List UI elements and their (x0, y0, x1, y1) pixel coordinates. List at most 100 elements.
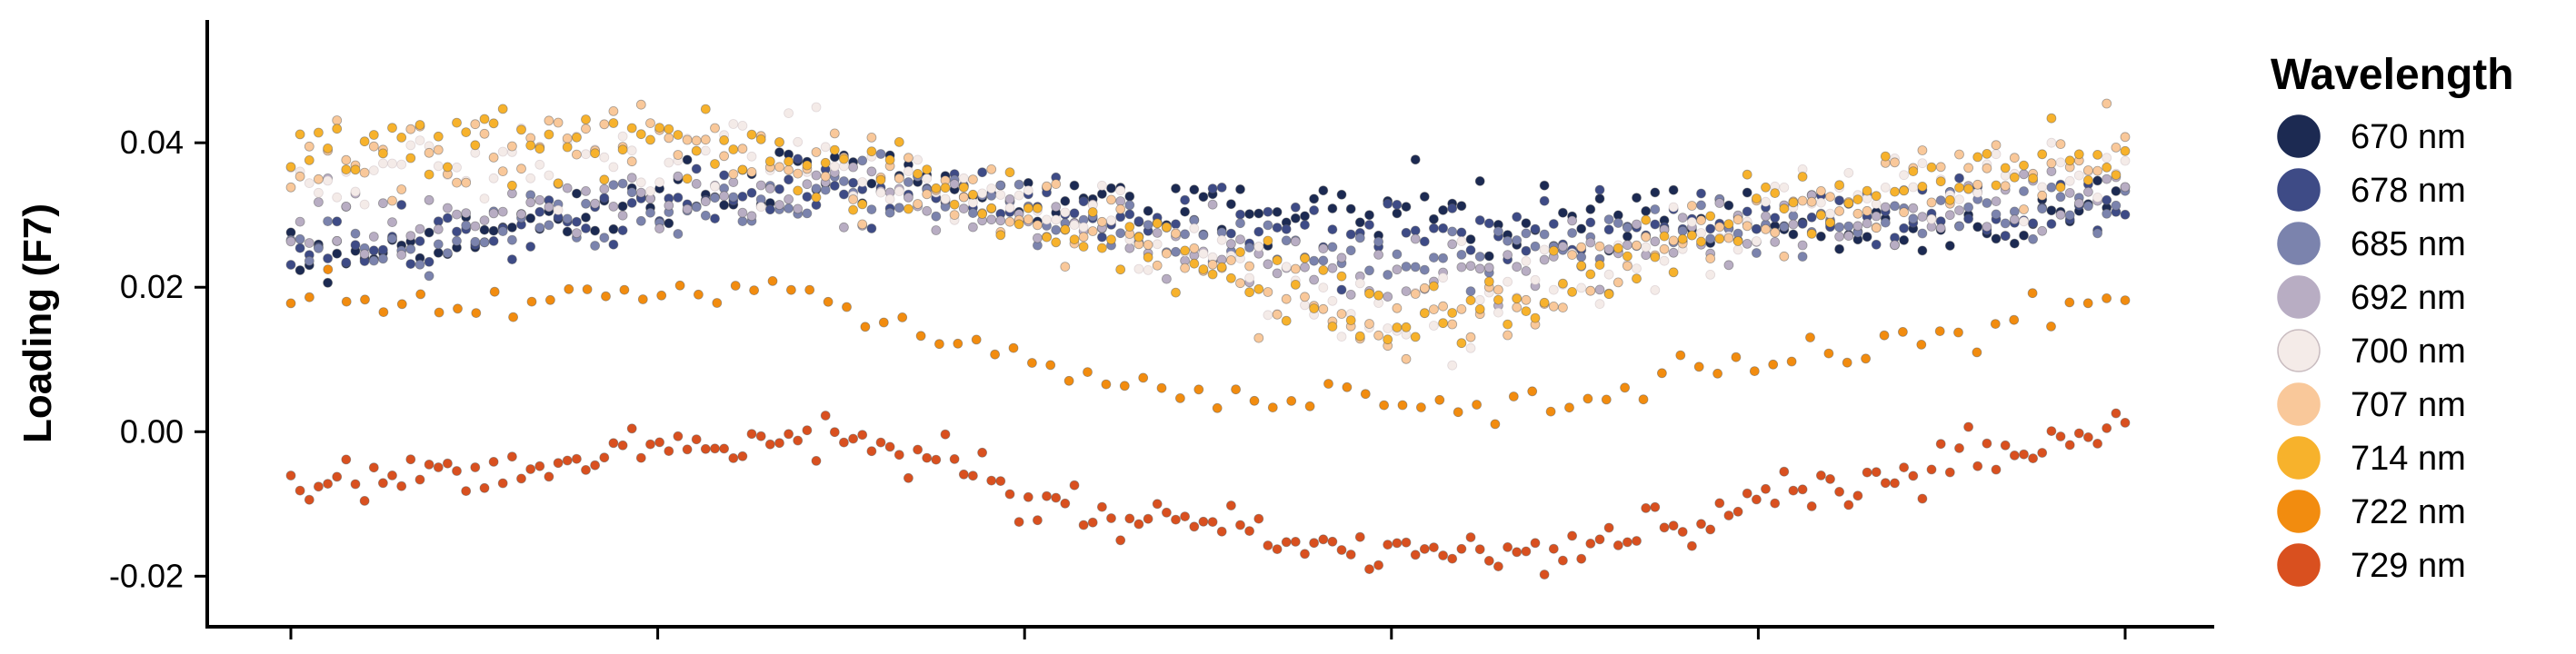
data-point (2120, 417, 2131, 428)
data-point (1548, 219, 1559, 229)
data-point (1539, 244, 1550, 255)
data-point (1880, 478, 1891, 489)
data-point (2009, 153, 2020, 164)
data-point (1290, 236, 1301, 247)
data-point (479, 193, 490, 204)
data-point (626, 423, 637, 434)
data-point (1558, 555, 1568, 566)
data-point (1539, 180, 1550, 191)
data-point (313, 481, 324, 492)
data-point (2037, 225, 2048, 236)
data-point (1226, 272, 1236, 283)
data-point (1594, 193, 1605, 204)
data-point (1687, 540, 1697, 551)
data-point (1779, 466, 1790, 477)
data-point (1216, 182, 1227, 193)
data-point (637, 294, 648, 304)
data-point (350, 228, 361, 239)
data-point (1253, 242, 1264, 253)
data-point (1917, 245, 1928, 256)
data-point (479, 237, 490, 248)
data-point (562, 213, 573, 224)
data-point (700, 210, 711, 221)
data-point (1521, 306, 1532, 317)
y-tick-label: 0.02 (120, 268, 184, 305)
data-point (1290, 279, 1301, 290)
data-point (442, 213, 453, 223)
data-point (608, 438, 619, 449)
data-point (1124, 209, 1135, 220)
data-point (1212, 402, 1223, 413)
data-point (866, 204, 877, 215)
data-point (1908, 166, 1919, 177)
data-point (488, 173, 499, 183)
data-point (2028, 233, 2039, 244)
data-point (1060, 262, 1071, 272)
data-point (507, 180, 517, 191)
data-point (719, 134, 729, 145)
data-point (582, 284, 593, 294)
data-point (470, 140, 481, 151)
series-707-nm (285, 98, 2131, 364)
data-point (884, 207, 895, 218)
data-point (1632, 263, 1642, 274)
data-point (1263, 259, 1273, 270)
data-point (424, 256, 434, 267)
data-point (1023, 491, 1033, 502)
data-point (1207, 183, 1218, 194)
data-point (2046, 166, 2057, 177)
data-point (479, 114, 490, 124)
data-point (1668, 235, 1679, 246)
data-point (1641, 232, 1652, 243)
legend-label: 707 nm (2351, 386, 2466, 424)
data-point (673, 150, 684, 160)
data-point (285, 162, 296, 173)
data-point (1972, 222, 1983, 233)
data-point (1917, 212, 1928, 223)
data-point (1235, 234, 1245, 245)
data-point (1603, 522, 1614, 533)
legend-label: 692 nm (2351, 279, 2466, 317)
data-point (774, 200, 784, 210)
data-point (2055, 182, 2066, 193)
data-point (1816, 185, 1826, 196)
data-point (323, 143, 334, 154)
data-point (673, 171, 684, 182)
data-point (839, 437, 849, 448)
data-point (645, 186, 655, 196)
data-point (396, 200, 407, 210)
data-point (1069, 180, 1080, 191)
data-point (1503, 542, 1513, 552)
data-point (1318, 255, 1329, 266)
data-point (1447, 308, 1458, 318)
data-point (811, 183, 822, 194)
data-point (1383, 540, 1393, 550)
data-point (562, 142, 573, 153)
data-point (2046, 113, 2057, 124)
data-point (1696, 228, 1706, 238)
data-point (995, 180, 1006, 191)
data-point (1235, 278, 1245, 289)
data-point (2019, 204, 2029, 214)
data-point (1880, 182, 1891, 193)
data-point (2111, 200, 2122, 211)
data-point (1087, 207, 1098, 217)
data-point (1805, 332, 1815, 342)
data-point (2019, 160, 2029, 171)
legend-item: 729 nm (2277, 543, 2466, 587)
data-point (626, 145, 637, 156)
data-point (940, 429, 951, 440)
data-point (860, 322, 871, 332)
data-point (1124, 243, 1135, 253)
data-point (2092, 165, 2103, 176)
data-point (452, 235, 462, 246)
data-point (1318, 185, 1329, 196)
data-point (387, 217, 397, 228)
data-point (1013, 179, 1024, 190)
data-point (904, 153, 914, 164)
data-point (350, 240, 361, 251)
data-point (1650, 187, 1661, 198)
data-point (1198, 230, 1209, 241)
data-point (802, 208, 813, 219)
data-point (553, 458, 564, 469)
